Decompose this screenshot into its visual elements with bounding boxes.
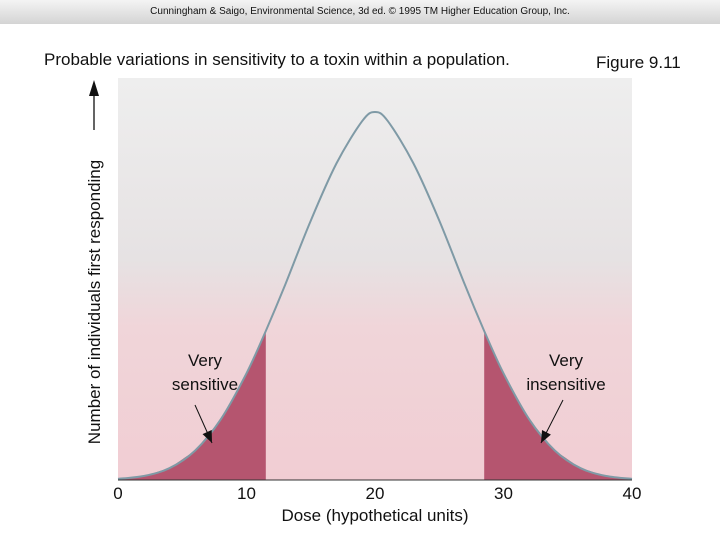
annotation-text: Very — [188, 351, 223, 370]
credit-line: Cunningham & Saigo, Environmental Scienc… — [150, 6, 570, 17]
distribution-curve — [117, 110, 633, 480]
x-tick-label: 40 — [623, 484, 642, 503]
shaded-tail-sensitive — [118, 331, 266, 480]
y-axis-arrow-head — [89, 80, 99, 96]
annotation-arrow-head — [541, 430, 551, 443]
annotation-text: sensitive — [172, 375, 238, 394]
annotation-text: Very — [549, 351, 584, 370]
annotation-text: insensitive — [526, 375, 605, 394]
x-tick-label: 20 — [366, 484, 385, 503]
y-axis-label: Number of individuals first responding — [85, 160, 104, 444]
x-tick-label: 0 — [113, 484, 122, 503]
x-tick-label: 30 — [494, 484, 513, 503]
x-tick-label: 10 — [237, 484, 256, 503]
plot-background — [118, 78, 632, 480]
top-banner: Cunningham & Saigo, Environmental Scienc… — [0, 0, 720, 24]
shaded-tail-insensitive — [484, 331, 632, 480]
chart-title: Probable variations in sensitivity to a … — [44, 50, 510, 69]
figure-label: Figure 9.11 — [596, 53, 681, 72]
x-axis-label: Dose (hypothetical units) — [281, 506, 468, 525]
annotation-arrow-head — [202, 430, 212, 443]
